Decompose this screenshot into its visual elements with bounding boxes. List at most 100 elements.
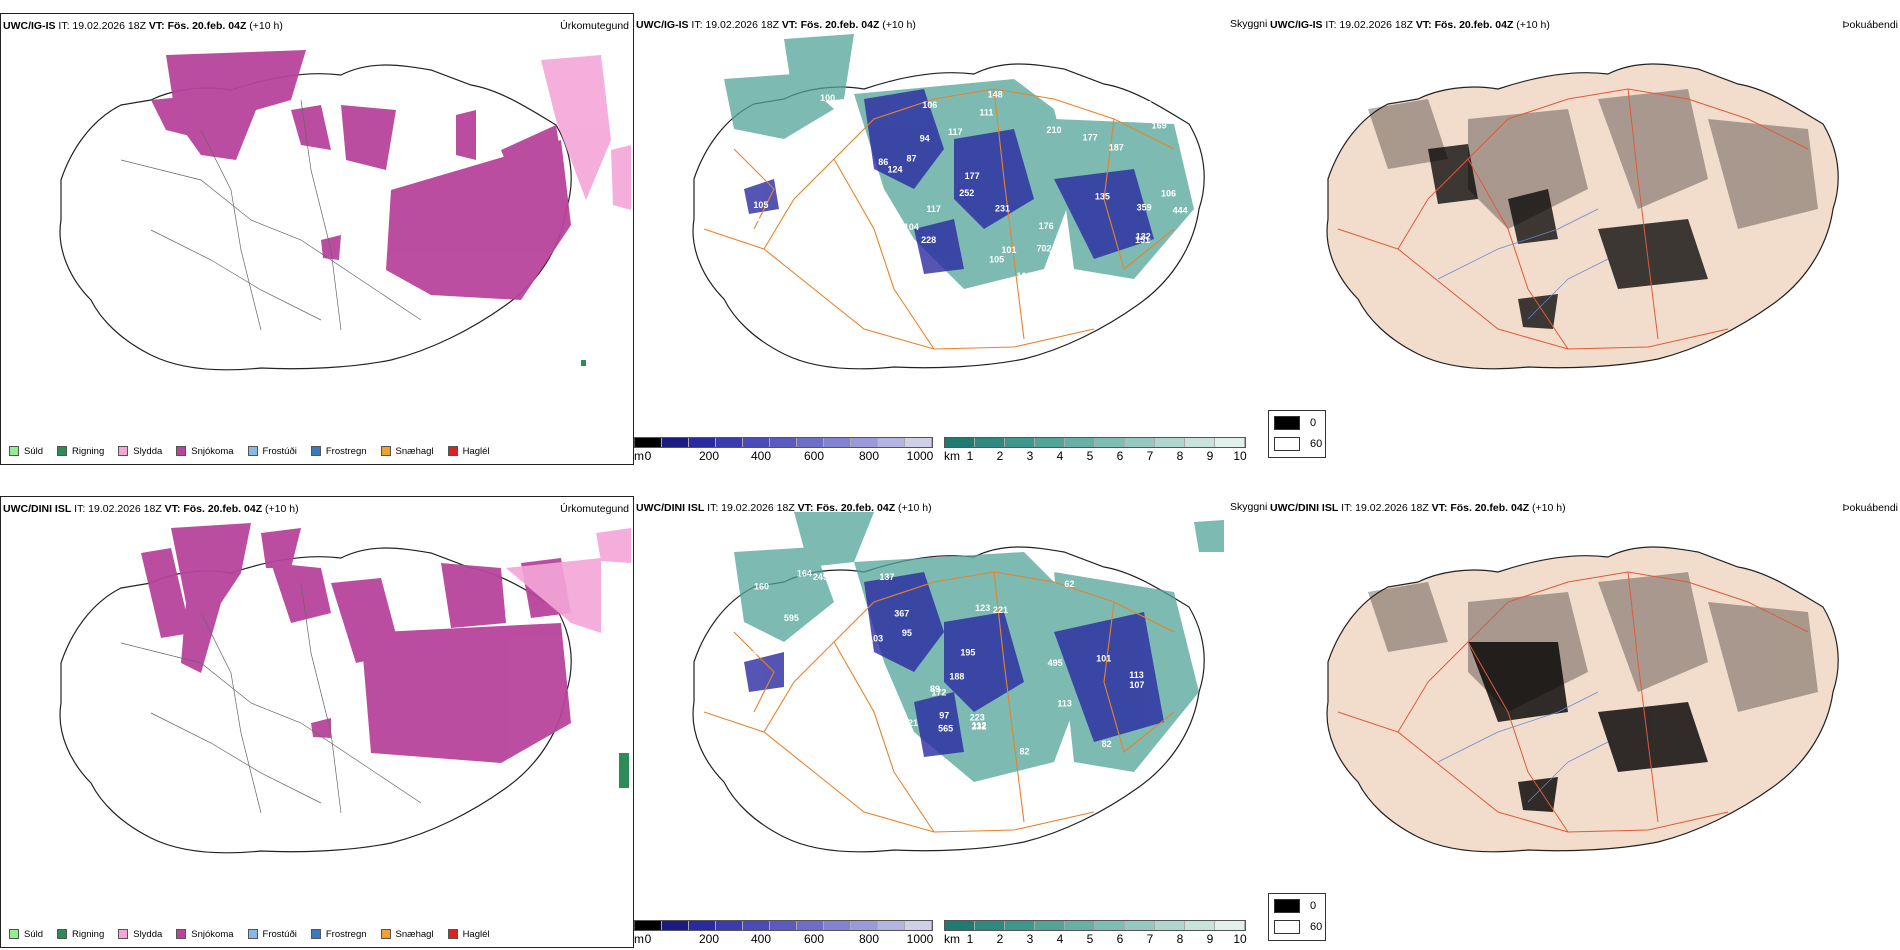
visibility-tick: 4: [1056, 932, 1064, 946]
legend-item: Súld: [9, 929, 43, 940]
cloud-base-label: 148: [988, 89, 1003, 99]
colorbar-swatch: [689, 921, 716, 930]
iceland-fog-map: [1326, 546, 1839, 853]
colorbar-swatch: [770, 438, 797, 447]
height-tick: 600: [803, 932, 825, 946]
colorbar-swatch: [1125, 438, 1155, 447]
height-unit: m: [634, 932, 644, 946]
iceland-cloud-map: 115 177 702 86 177 94 100 105 132 169 35 252 108 444 2…: [692, 34, 1205, 370]
legend-item: Snæhagl: [380, 446, 434, 457]
legend-item: Súld: [9, 446, 43, 457]
variable-label: Þokuábendi: [1842, 502, 1898, 514]
legend-swatch: [118, 446, 129, 456]
cloud-base-label: 100: [820, 93, 835, 103]
height-tick: 600: [803, 449, 825, 463]
height-tick: 400: [750, 932, 772, 946]
visibility-unit: km: [944, 932, 960, 946]
colorbar-swatch: [743, 921, 770, 930]
colorbar-swatch: [878, 438, 905, 447]
height-tick: 1000: [906, 932, 934, 946]
cloud-base-label: 82: [1102, 739, 1112, 749]
colorbar-swatch: [1095, 921, 1125, 930]
legend-swatch: [310, 929, 321, 939]
panel-title: UWC/DINI ISL IT: 19.02.2026 18Z VT: Fös.…: [3, 503, 299, 515]
legend-item: Slydda: [118, 446, 162, 457]
visibility-tick: 5: [1086, 449, 1094, 463]
colorbar-swatch: [1005, 438, 1035, 447]
visibility-tick: 6: [1116, 932, 1124, 946]
cloud-base-label: 103: [868, 633, 883, 643]
visibility-tick: 9: [1206, 449, 1214, 463]
colorbar-swatch: [1155, 921, 1185, 930]
cloud-base-label: 62: [1064, 579, 1074, 589]
visibility-tick: 2: [996, 932, 1004, 946]
cloud-base-label: 595: [784, 613, 799, 623]
legend-item: Haglél: [447, 929, 490, 940]
colorbar-swatch: [716, 438, 743, 447]
colorbar-swatch: [1065, 438, 1095, 447]
colorbar-swatch: [878, 921, 905, 930]
cloud-base-label: 359: [1137, 203, 1152, 213]
height-unit: m: [634, 449, 644, 463]
colorbar-swatch: [662, 438, 689, 447]
fog-legend-item: 0: [1274, 416, 1316, 430]
height-tick: 200: [698, 932, 720, 946]
cloud-base-label: 82: [1019, 747, 1029, 757]
panel-title: UWC/IG-IS IT: 19.02.2026 18Z VT: Fös. 20…: [1270, 19, 1550, 31]
cloud-base-label: 101: [1096, 654, 1111, 664]
height-tick: 1000: [906, 449, 934, 463]
visibility-tick: 6: [1116, 449, 1124, 463]
cloud-base-label: 78: [781, 717, 791, 727]
colorbar-swatch: [797, 921, 824, 930]
cloud-base-label: 122: [1113, 555, 1128, 565]
visibility-tick: 8: [1176, 449, 1184, 463]
iceland-fog-map: [1326, 63, 1839, 370]
panel-title: UWC/IG-IS IT: 19.02.2026 18Z VT: Fös. 20…: [636, 19, 916, 31]
cloud-base-label: 153: [1047, 564, 1062, 574]
visibility-unit: km: [944, 449, 960, 463]
cloud-base-label: 243: [974, 72, 989, 82]
legend-swatch: [1274, 437, 1300, 451]
visibility-tick: 7: [1146, 449, 1154, 463]
precip-type-panel-bottom: UWC/DINI ISL IT: 19.02.2026 18Z VT: Fös.…: [0, 496, 634, 948]
legend-swatch: [380, 929, 391, 939]
variable-label: Skyggni: [1230, 18, 1268, 30]
visibility-tick: 3: [1026, 932, 1034, 946]
cloud-base-label: 177: [965, 171, 980, 181]
colorbar-swatch: [716, 921, 743, 930]
cloud-base-label: 115: [1172, 242, 1187, 252]
colorbar-swatch: [1215, 921, 1245, 930]
panel-title: UWC/DINI ISL IT: 19.02.2026 18Z VT: Fös.…: [636, 502, 932, 514]
visibility-tick: 1: [966, 932, 974, 946]
visibility-tick: 3: [1026, 449, 1034, 463]
fog-legend-item: 60: [1274, 437, 1322, 451]
cloud-visibility-panel-bottom: UWC/DINI ISL IT: 19.02.2026 18Z VT: Fös.…: [634, 496, 1268, 948]
cloud-base-label: 311: [854, 639, 869, 649]
legend-swatch: [57, 929, 68, 939]
cloud-base-label: 106: [922, 100, 937, 110]
colorbar-swatch: [945, 921, 975, 930]
cloud-base-label: 248: [746, 648, 761, 658]
colorbar-swatch: [1185, 921, 1215, 930]
visibility-tick: 2: [996, 449, 1004, 463]
legend-swatch: [176, 929, 187, 939]
cloud-base-label: 96: [1029, 77, 1039, 87]
cloud-base-label: 160: [754, 581, 769, 591]
colorbar-swatch: [824, 921, 851, 930]
cloud-base-label: 107: [1129, 680, 1144, 690]
colorbar-swatch: [975, 921, 1005, 930]
variable-label: Úrkomutegund: [560, 20, 629, 32]
cloud-base-label: 249: [813, 572, 828, 582]
panel-title: UWC/DINI ISL IT: 19.02.2026 18Z VT: Fös.…: [1270, 502, 1566, 514]
panel-title: UWC/IG-IS IT: 19.02.2026 18Z VT: Fös. 20…: [3, 20, 283, 32]
cloud-base-label: 113: [1129, 670, 1144, 680]
cloud-base-label: 94: [920, 134, 930, 144]
cloud-base-label: 495: [1048, 658, 1063, 668]
cloud-base-label: 207: [822, 730, 837, 740]
cloud-base-label: 124: [845, 115, 860, 125]
legend-swatch: [9, 446, 19, 456]
colorbar-swatch: [635, 921, 662, 930]
cloud-base-label: 35: [865, 243, 875, 253]
colorbar-swatch: [1065, 921, 1095, 930]
colorbar-swatch: [1215, 438, 1245, 447]
